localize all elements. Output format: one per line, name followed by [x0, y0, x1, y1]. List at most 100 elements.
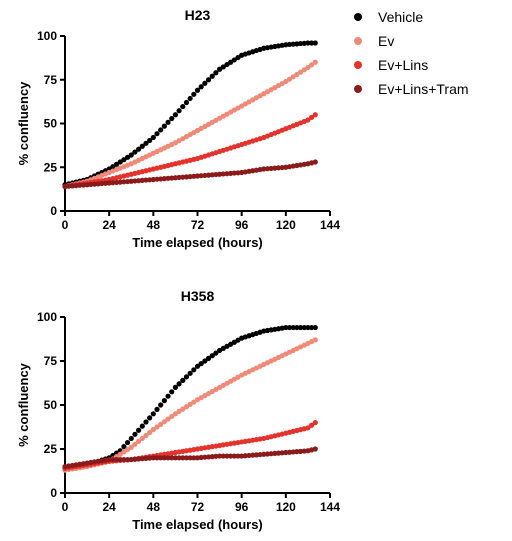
x-axis-title: Time elapsed (hours)	[132, 235, 263, 250]
data-point	[169, 413, 175, 420]
data-point	[143, 419, 149, 425]
data-point	[205, 77, 212, 83]
y-axis-title: % confluency	[16, 362, 31, 447]
data-point	[158, 402, 164, 408]
data-point	[194, 87, 201, 93]
data-point	[136, 146, 142, 152]
y-tick-label: 0	[50, 204, 57, 218]
data-point	[124, 456, 131, 463]
data-point	[312, 337, 318, 343]
data-point	[165, 393, 171, 399]
x-tick-label: 24	[102, 500, 116, 514]
data-point	[158, 455, 164, 461]
data-point	[187, 95, 193, 102]
data-point	[154, 455, 160, 461]
legend-label-ev-lins: Ev+Lins	[378, 57, 428, 73]
data-point	[154, 424, 160, 430]
data-point	[121, 444, 127, 450]
y-tick-label: 50	[44, 398, 58, 412]
data-point	[176, 455, 182, 461]
x-axis-title: Time elapsed (hours)	[132, 517, 263, 532]
series-ev-lins	[62, 420, 318, 471]
data-point	[309, 62, 315, 68]
data-point	[205, 355, 212, 361]
data-point	[209, 73, 215, 79]
data-point	[187, 455, 193, 461]
x-tick-label: 72	[191, 218, 205, 232]
data-point	[198, 361, 204, 367]
x-tick-label: 0	[62, 218, 69, 232]
data-point	[169, 115, 175, 122]
chart-h23: H23 0 25 50 75 100 0 24 48 72 96 120 144 Time elapsed…	[16, 7, 340, 250]
y-tick-label: 25	[44, 160, 58, 174]
data-point	[121, 456, 127, 463]
y-tick-label: 75	[44, 73, 58, 87]
data-point	[286, 324, 293, 331]
data-point	[117, 451, 123, 457]
legend-marker-ev	[354, 37, 362, 45]
x-tick-label: 120	[276, 218, 296, 232]
data-point	[183, 99, 190, 106]
data-point	[312, 420, 318, 426]
data-point	[180, 377, 186, 383]
data-point	[139, 423, 145, 429]
data-point	[220, 453, 226, 459]
legend-label-ev-lins-tram: Ev+Lins+Tram	[378, 81, 469, 97]
legend: Vehicle Ev Ev+Lins Ev+Lins+Tram	[354, 9, 469, 97]
y-tick-label: 100	[37, 29, 57, 43]
series-vehicle	[62, 40, 318, 188]
data-point	[309, 324, 315, 331]
data-point	[172, 455, 179, 461]
data-point	[235, 453, 241, 459]
data-point	[183, 455, 190, 461]
data-point	[191, 91, 197, 97]
data-point	[224, 61, 230, 68]
data-point	[194, 363, 201, 369]
data-point	[147, 137, 153, 144]
x-tick-label: 48	[147, 218, 161, 232]
data-point	[290, 324, 296, 331]
data-point	[136, 427, 142, 433]
x-tick-label: 96	[235, 500, 249, 514]
data-point	[154, 131, 160, 137]
data-point	[305, 117, 311, 123]
data-point	[312, 59, 318, 65]
data-point	[305, 324, 311, 331]
data-point	[158, 421, 164, 427]
legend-label-vehicle: Vehicle	[378, 9, 423, 25]
data-point	[150, 134, 156, 141]
x-tick-label: 24	[102, 218, 116, 232]
data-point	[150, 427, 156, 433]
series-ev-lins-tram	[62, 159, 318, 190]
x-tick-label: 0	[62, 500, 69, 514]
data-point	[128, 444, 134, 450]
x-tick-label: 96	[235, 218, 249, 232]
x-tick-label: 144	[320, 218, 340, 232]
data-point	[312, 112, 318, 118]
data-point	[165, 119, 171, 125]
y-tick-label: 75	[44, 354, 58, 368]
data-point	[213, 70, 219, 76]
data-point	[309, 114, 315, 120]
data-point	[172, 112, 179, 118]
data-point	[309, 422, 315, 428]
data-point	[176, 381, 182, 387]
data-point	[191, 455, 197, 461]
data-point	[143, 432, 149, 439]
x-tick-label: 72	[191, 500, 205, 514]
y-tick-label: 100	[37, 310, 57, 324]
data-point	[161, 398, 167, 404]
data-point	[154, 406, 160, 412]
data-point	[209, 353, 215, 359]
data-point	[305, 40, 311, 46]
data-point	[312, 324, 318, 331]
data-point	[309, 40, 315, 46]
data-point	[312, 159, 318, 165]
data-point	[305, 64, 311, 71]
data-point	[172, 384, 179, 390]
data-point	[132, 149, 138, 155]
data-point	[139, 143, 145, 149]
data-point	[169, 455, 175, 461]
chart-title: H358	[181, 288, 215, 304]
data-point	[150, 455, 156, 461]
